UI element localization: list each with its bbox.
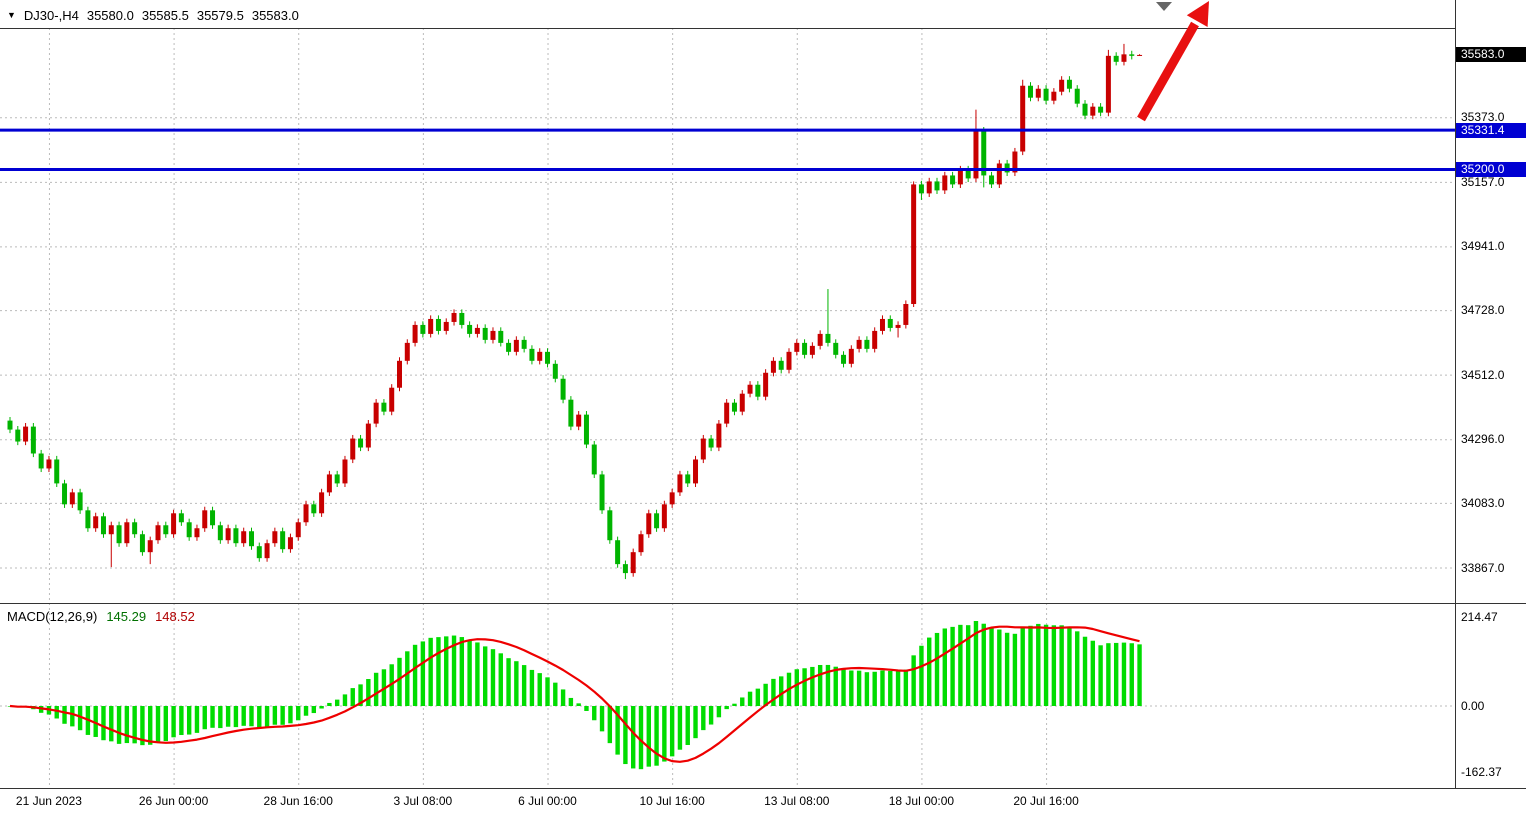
chart-plot-area[interactable]: ▼ DJ30-,H4 35580.0 35585.5 35579.5 35583… [0,0,1455,788]
time-axis-label: 26 Jun 00:00 [138,794,209,808]
collapse-indicators-icon[interactable]: ▼ [7,10,16,20]
symbol-period-label: DJ30-,H4 [23,8,79,23]
time-axis-label: 18 Jul 00:00 [888,794,955,808]
axis-separator [0,788,1526,789]
time-axis-label: 3 Jul 08:00 [393,794,453,808]
macd-signal-line [9,625,1140,763]
macd-signal-value: 148.52 [155,609,195,624]
ohlc-high: 35585.5 [141,8,189,23]
time-axis-label: 28 Jun 16:00 [263,794,333,808]
line-objects[interactable] [0,128,1455,171]
price-axis-label: 34512.0 [1456,367,1526,383]
ohlc-open: 35580.0 [86,8,134,23]
pane-separator[interactable] [0,603,1526,604]
price-axis-label: 34083.0 [1456,495,1526,511]
hline-price-label: 35331.4 [1456,122,1526,138]
time-axis-label: 21 Jun 2023 [15,794,82,808]
chart-title: ▼ DJ30-,H4 35580.0 35585.5 35579.5 35583… [7,8,299,23]
trend-arrow-shaft[interactable] [1137,21,1199,122]
annotation-objects[interactable] [1137,1,1209,122]
current-price-label: 35583.0 [1456,47,1526,63]
price-axis-label: 34941.0 [1456,239,1526,255]
macd-axis-label: -162.37 [1456,764,1526,780]
anchor-marker-icon[interactable] [1156,2,1172,11]
price-axis-label: 34296.0 [1456,432,1526,448]
price-axis-label: 34728.0 [1456,303,1526,319]
price-axis-label: 35373.0 [1456,110,1526,126]
candles-series [7,43,1143,580]
macd-main-value: 145.29 [106,609,147,624]
price-axis-label: 35157.0 [1456,174,1526,190]
price-axis-label: 33867.0 [1456,560,1526,576]
macd-axis-label: 214.47 [1456,609,1526,625]
ohlc-low: 35579.5 [196,8,244,23]
macd-indicator-label: MACD(12,26,9) 145.29 148.52 [7,609,195,624]
price-axis[interactable]: 35373.0 35157.0 34941.0 34728.0 34512.0 34296… [1455,0,1526,788]
hline-price-label: 35200.0 [1456,161,1526,177]
time-axis-label: 6 Jul 00:00 [518,794,577,808]
ohlc-close: 35583.0 [251,8,299,23]
time-axis-label: 20 Jul 16:00 [1013,794,1079,808]
gridlines [0,28,1455,788]
trend-arrow-head-icon[interactable] [1186,1,1209,27]
chart-canvas[interactable] [0,0,1455,788]
time-axis-label: 10 Jul 16:00 [639,794,705,808]
time-axis-label: 13 Jul 08:00 [764,794,830,808]
time-axis[interactable]: 21 Jun 2023 26 Jun 00:00 28 Jun 16:00 3 Jul… [0,789,1526,813]
macd-histogram [7,621,1142,770]
macd-name: MACD(12,26,9) [7,609,98,624]
macd-axis-label: 0.00 [1456,698,1526,714]
